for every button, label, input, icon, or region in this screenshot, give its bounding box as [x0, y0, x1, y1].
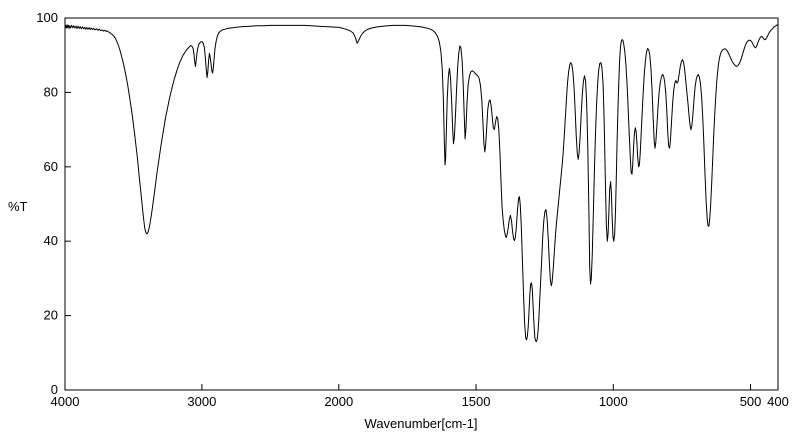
x-tick-label: 1000	[599, 394, 628, 409]
y-tick-label: 100	[36, 10, 58, 25]
y-tick-label: 60	[44, 159, 58, 174]
x-tick-label: 1500	[462, 394, 491, 409]
x-tick-label: 500	[740, 394, 762, 409]
x-tick-label: 400	[767, 394, 789, 409]
spectrum-trace	[64, 23, 779, 343]
x-axis-label: Wavenumber[cm-1]	[365, 416, 478, 431]
x-tick-label: 2000	[324, 394, 353, 409]
y-tick-label: 40	[44, 233, 58, 248]
axis-tick-marks	[64, 17, 779, 391]
plot-border	[64, 17, 779, 391]
x-tick-label: 4000	[51, 394, 80, 409]
y-tick-label: 20	[44, 308, 58, 323]
x-tick-label: 3000	[187, 394, 216, 409]
y-tick-label: 80	[44, 84, 58, 99]
y-tick-label: 0	[51, 382, 58, 397]
y-axis-label: %T	[8, 199, 28, 214]
